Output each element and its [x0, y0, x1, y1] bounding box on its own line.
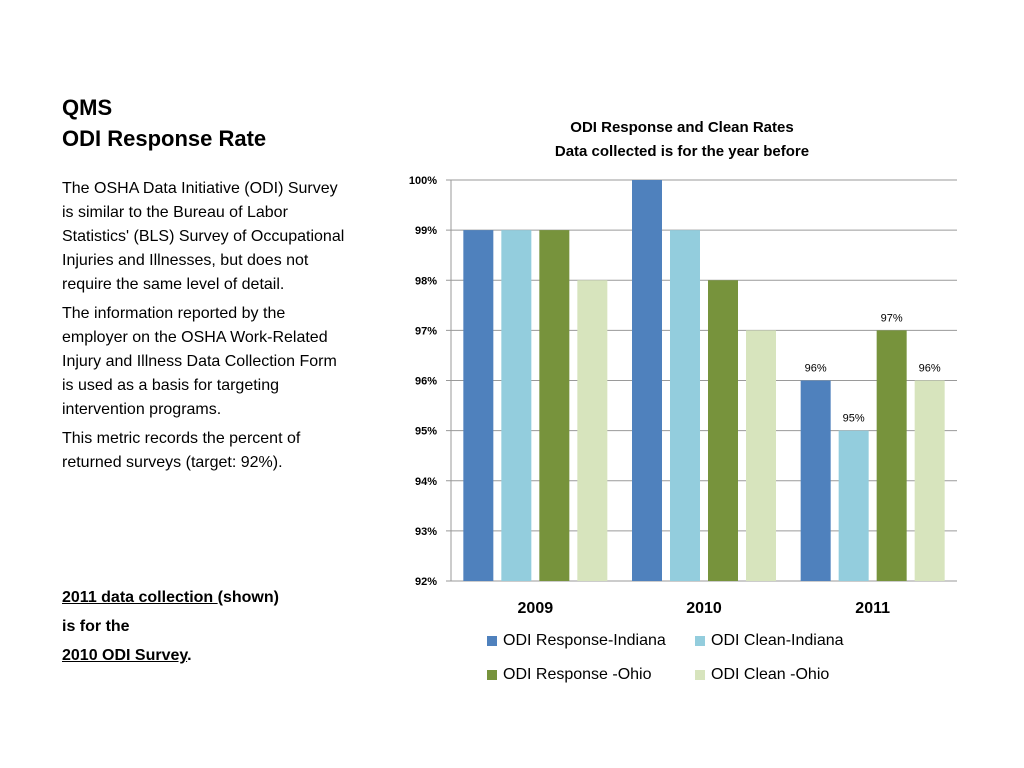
- bar-1-2010: [632, 180, 662, 581]
- bar-3-2011: [876, 330, 907, 581]
- bar-3-2010: [708, 280, 738, 581]
- bar-chart: ODI Response and Clean Rates Data collect…: [409, 119, 957, 617]
- footnote-line-2: is for the: [62, 618, 130, 635]
- legend-item: ODI Response -Ohio: [487, 666, 652, 684]
- y-tick-label: 100%: [409, 175, 437, 187]
- paragraph-3: This metric records the percent of retur…: [62, 430, 301, 471]
- y-tick-label: 94%: [415, 476, 437, 488]
- legend-swatch: [695, 670, 705, 680]
- footnote-line-1: 2011 data collection (shown): [62, 583, 362, 612]
- legend-label: ODI Response-Indiana: [503, 632, 666, 649]
- x-category-label: 2011: [855, 600, 890, 617]
- bar-1-2009: [463, 230, 494, 581]
- legend-item: ODI Clean -Ohio: [695, 666, 829, 684]
- data-label: 96%: [919, 363, 941, 375]
- footnote-rest-3: .: [187, 647, 192, 664]
- title-line-2: ODI Response Rate: [62, 126, 267, 151]
- legend-swatch: [487, 636, 497, 646]
- y-tick-label: 99%: [415, 225, 437, 237]
- footnote-underlined-1: 2011 data collection: [62, 589, 218, 606]
- bar-4-2009: [577, 280, 608, 581]
- paragraph-1: The OSHA Data Initiative (ODI) Survey is…: [62, 180, 345, 293]
- legend-label: ODI Response -Ohio: [503, 666, 652, 683]
- footnote-line-3: 2010 ODI Survey.: [62, 641, 362, 670]
- footnote-rest-1: (shown): [217, 589, 279, 606]
- y-tick-label: 98%: [415, 275, 437, 287]
- x-category-label: 2010: [686, 600, 722, 617]
- data-label: 96%: [805, 363, 827, 375]
- chart-subtitle: Data collected is for the year before: [555, 143, 809, 160]
- data-label: 97%: [881, 312, 903, 324]
- legend-label: ODI Clean -Ohio: [711, 666, 830, 683]
- bar-4-2011: [914, 380, 945, 581]
- footnote: 2011 data collection (shown) is for the …: [62, 583, 362, 670]
- y-tick-label: 97%: [415, 325, 437, 337]
- legend-item: ODI Clean-Indiana: [695, 632, 844, 650]
- y-tick-label: 95%: [415, 426, 437, 438]
- bar-2-2010: [670, 230, 700, 581]
- description-text: The OSHA Data Initiative (ODI) Survey is…: [62, 177, 352, 480]
- bar-1-2011: [800, 380, 831, 581]
- bar-3-2009: [539, 230, 570, 581]
- legend-label: ODI Clean-Indiana: [711, 632, 844, 649]
- data-label: 95%: [843, 413, 865, 425]
- paragraph-2: The information reported by the employer…: [62, 305, 337, 418]
- title-line-1: QMS: [62, 95, 113, 120]
- y-tick-label: 93%: [415, 526, 437, 538]
- legend-swatch: [695, 636, 705, 646]
- x-category-label: 2009: [518, 600, 554, 617]
- bar-2-2009: [501, 230, 532, 581]
- legend-item: ODI Response-Indiana: [487, 632, 666, 650]
- bar-4-2010: [746, 330, 776, 581]
- footnote-underlined-3: 2010 ODI Survey: [62, 647, 188, 664]
- slide-title: QMS ODI Response Rate: [62, 92, 266, 154]
- y-tick-label: 92%: [415, 576, 437, 588]
- legend-swatch: [487, 670, 497, 680]
- chart-title: ODI Response and Clean Rates: [570, 119, 793, 136]
- bar-2-2011: [838, 430, 869, 581]
- y-tick-label: 96%: [415, 376, 437, 388]
